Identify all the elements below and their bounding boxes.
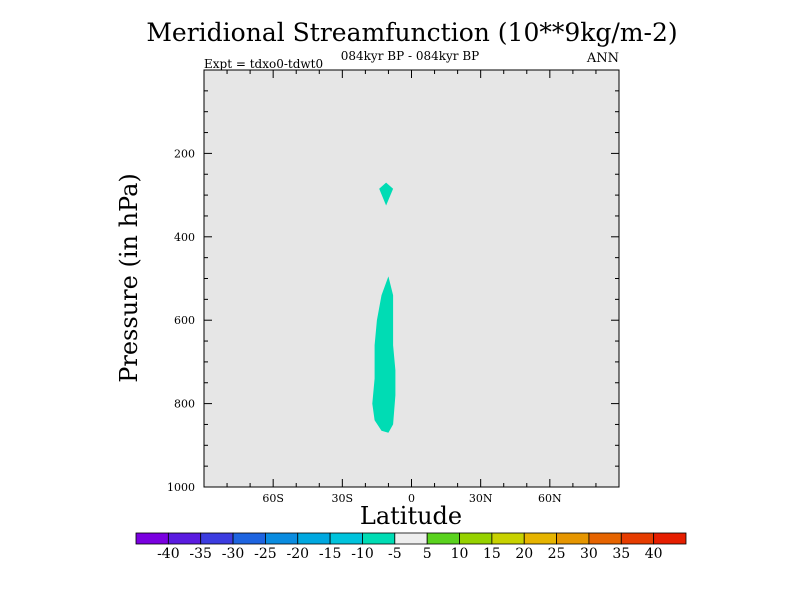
colorbar-label: 40 — [645, 546, 663, 562]
colorbar-swatch — [653, 532, 687, 545]
y-tick-label: 200 — [174, 147, 195, 160]
contour-fill-layer — [372, 182, 396, 433]
x-axis-label: Latitude — [360, 502, 462, 530]
x-tick-label: 30S — [332, 492, 354, 505]
colorbar-swatch — [426, 532, 460, 545]
contour-region-1 — [372, 276, 396, 433]
x-tick-label: 60N — [538, 492, 562, 505]
colorbar-swatch — [265, 532, 299, 545]
colorbar-label: 30 — [580, 546, 598, 562]
plot-area — [204, 70, 619, 487]
colorbar-swatch — [556, 532, 590, 545]
experiment-label: Expt = tdxo0-tdwt0 — [204, 57, 323, 71]
y-tick-label: 400 — [174, 231, 195, 244]
colorbar-swatch — [523, 532, 557, 545]
colorbar-label: 25 — [548, 546, 566, 562]
colorbar-swatch — [394, 532, 428, 545]
colorbar-swatch — [232, 532, 266, 545]
chart-subtitle: 084kyr BP - 084kyr BP — [341, 49, 479, 63]
colorbar-swatch — [459, 532, 493, 545]
x-tick-label: 30N — [469, 492, 493, 505]
colorbar-label: -5 — [388, 546, 402, 562]
colorbar-swatch — [329, 532, 363, 545]
colorbar-label: -40 — [157, 546, 180, 562]
season-label: ANN — [586, 51, 619, 66]
colorbar-label: -35 — [189, 546, 212, 562]
colorbar-label: 35 — [612, 546, 630, 562]
colorbar-label: 5 — [423, 546, 432, 562]
colorbar-label: -10 — [351, 546, 374, 562]
colorbar-swatch — [200, 532, 234, 545]
y-tick-label: 1000 — [167, 481, 195, 494]
contour-region-0 — [379, 182, 394, 206]
colorbar-label: -30 — [222, 546, 245, 562]
colorbar-label: -25 — [254, 546, 277, 562]
colorbar-swatch — [297, 532, 331, 545]
x-tick-label: 60S — [262, 492, 284, 505]
y-axis-label: Pressure (in hPa) — [115, 173, 143, 383]
x-tick-label: 0 — [408, 492, 415, 505]
colorbar-label: 10 — [451, 546, 469, 562]
colorbar-label: -20 — [286, 546, 309, 562]
chart-title: Meridional Streamfunction (10**9kg/m-2) — [146, 18, 677, 47]
axis-ticks: 60S 30S 0 30N 60N 200 400 600 800 1000 — [167, 69, 620, 505]
colorbar-swatch — [167, 532, 202, 545]
colorbar-label: 15 — [483, 546, 501, 562]
colorbar: -40 -35 -30 -25 -20 -15 -10 -5 5 10 15 20 25 30 35 40 — [135, 532, 687, 562]
colorbar-label: -15 — [319, 546, 342, 562]
colorbar-swatch — [362, 532, 396, 545]
colorbar-label: 20 — [515, 546, 533, 562]
colorbar-swatch — [491, 532, 525, 545]
y-tick-label: 800 — [174, 398, 195, 411]
colorbar-swatch — [588, 532, 622, 545]
y-tick-label: 600 — [174, 314, 195, 327]
colorbar-swatch — [135, 532, 169, 545]
colorbar-swatch — [620, 532, 655, 545]
